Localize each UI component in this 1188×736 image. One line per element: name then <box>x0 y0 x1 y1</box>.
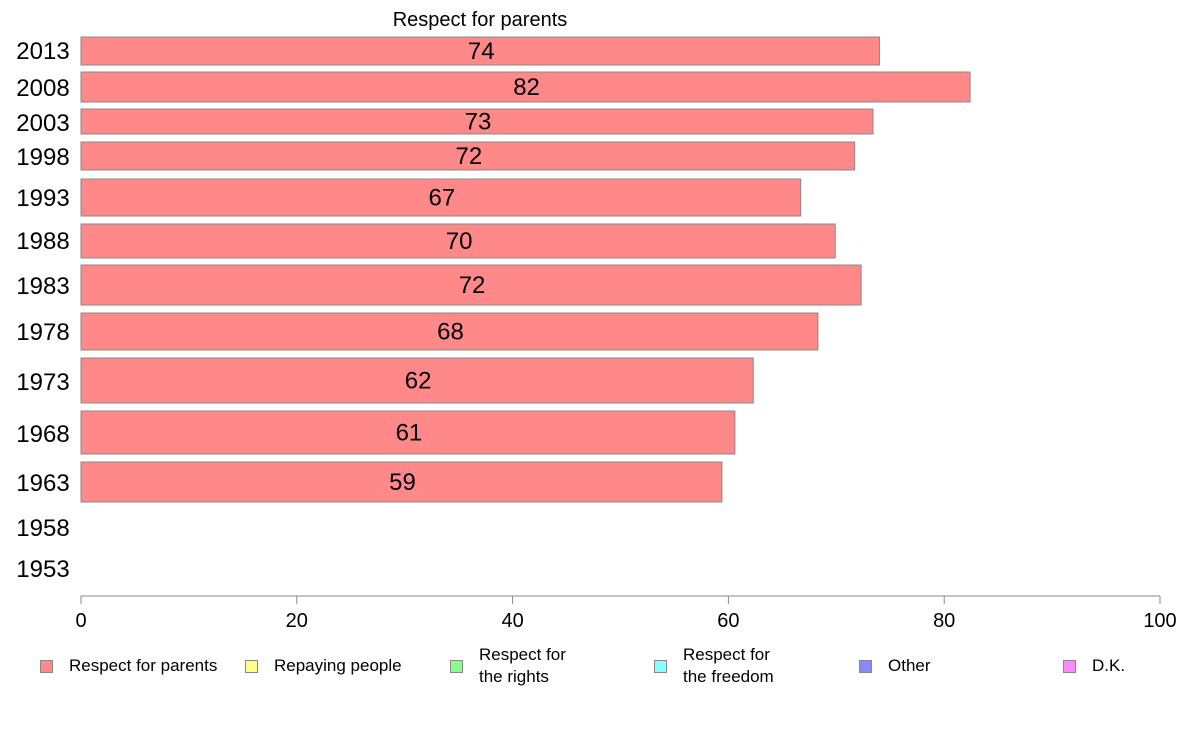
bar <box>80 223 836 259</box>
legend-swatch <box>40 659 53 673</box>
bar <box>80 141 856 171</box>
bar-value-label: 68 <box>437 319 464 346</box>
x-tick-label: 100 <box>1143 610 1176 632</box>
chart-title: Respect for parents <box>393 9 568 31</box>
legend-item: Other <box>859 642 931 690</box>
y-tick-label: 1968 <box>16 421 69 448</box>
legend-item: D.K. <box>1063 642 1125 690</box>
y-tick-label: 2003 <box>16 110 69 137</box>
bar <box>80 410 736 455</box>
bar-value-label: 67 <box>428 185 455 212</box>
y-tick-label: 2013 <box>16 38 69 65</box>
legend-label: Other <box>888 656 931 675</box>
bar-value-label: 72 <box>455 143 482 170</box>
bar-value-label: 73 <box>465 109 492 136</box>
bar-value-label: 82 <box>513 74 540 101</box>
legend-item: Respect for the freedom <box>654 642 774 690</box>
legend-label: Repaying people <box>274 656 402 675</box>
y-tick-label: 1983 <box>16 273 69 300</box>
legend-item: Respect for parents <box>40 642 217 690</box>
y-tick-label: 1958 <box>16 515 69 542</box>
legend-swatch <box>1063 659 1076 673</box>
x-tick-label: 20 <box>286 610 308 632</box>
y-tick-label: 1973 <box>16 369 69 396</box>
legend-item: Respect for the rights <box>450 642 566 690</box>
bar-chart: Respect for parents 74827372677072686261… <box>16 9 1177 632</box>
legend-label: D.K. <box>1092 656 1126 675</box>
y-tick-label: 2008 <box>16 75 69 102</box>
bar <box>80 264 862 306</box>
x-axis: 0 20 40 60 80 100 <box>75 595 1177 632</box>
bar <box>80 36 880 66</box>
x-tick-label: 80 <box>933 610 955 632</box>
y-tick-label: 1988 <box>16 228 69 255</box>
y-tick-label: 1963 <box>16 470 69 497</box>
bar-value-label: 62 <box>405 368 432 395</box>
bar-value-label: 70 <box>446 228 473 255</box>
legend-label: Respect for the freedom <box>683 645 774 686</box>
bar <box>80 71 971 103</box>
bar-value-label: 59 <box>389 469 416 496</box>
bar <box>80 461 723 503</box>
bar <box>80 178 802 217</box>
y-tick-label: 1953 <box>16 556 69 583</box>
legend-swatch <box>859 659 872 673</box>
x-tick-label: 0 <box>75 610 86 632</box>
y-tick-label: 1993 <box>16 185 69 212</box>
y-axis-labels: 2013 2008 2003 1998 1993 1988 1983 1978 1973 1968… <box>16 38 69 583</box>
x-tick-label: 60 <box>717 610 739 632</box>
legend-item: Repaying people <box>245 642 402 690</box>
legend: Respect for parents Repaying people Respec… <box>0 640 1188 700</box>
legend-swatch <box>245 659 258 673</box>
bar <box>80 108 874 135</box>
y-tick-label: 1998 <box>16 144 69 171</box>
x-tick-label: 40 <box>501 610 523 632</box>
legend-swatch <box>450 659 463 673</box>
bar-value-label: 61 <box>396 420 423 447</box>
legend-label: Respect for parents <box>69 656 218 675</box>
bar <box>80 312 819 351</box>
y-tick-label: 1978 <box>16 319 69 346</box>
legend-label: Respect for the rights <box>479 645 566 686</box>
bar <box>80 357 754 404</box>
bar-value-label: 74 <box>468 38 495 65</box>
legend-swatch <box>654 659 667 673</box>
bar-value-label: 72 <box>459 272 486 299</box>
